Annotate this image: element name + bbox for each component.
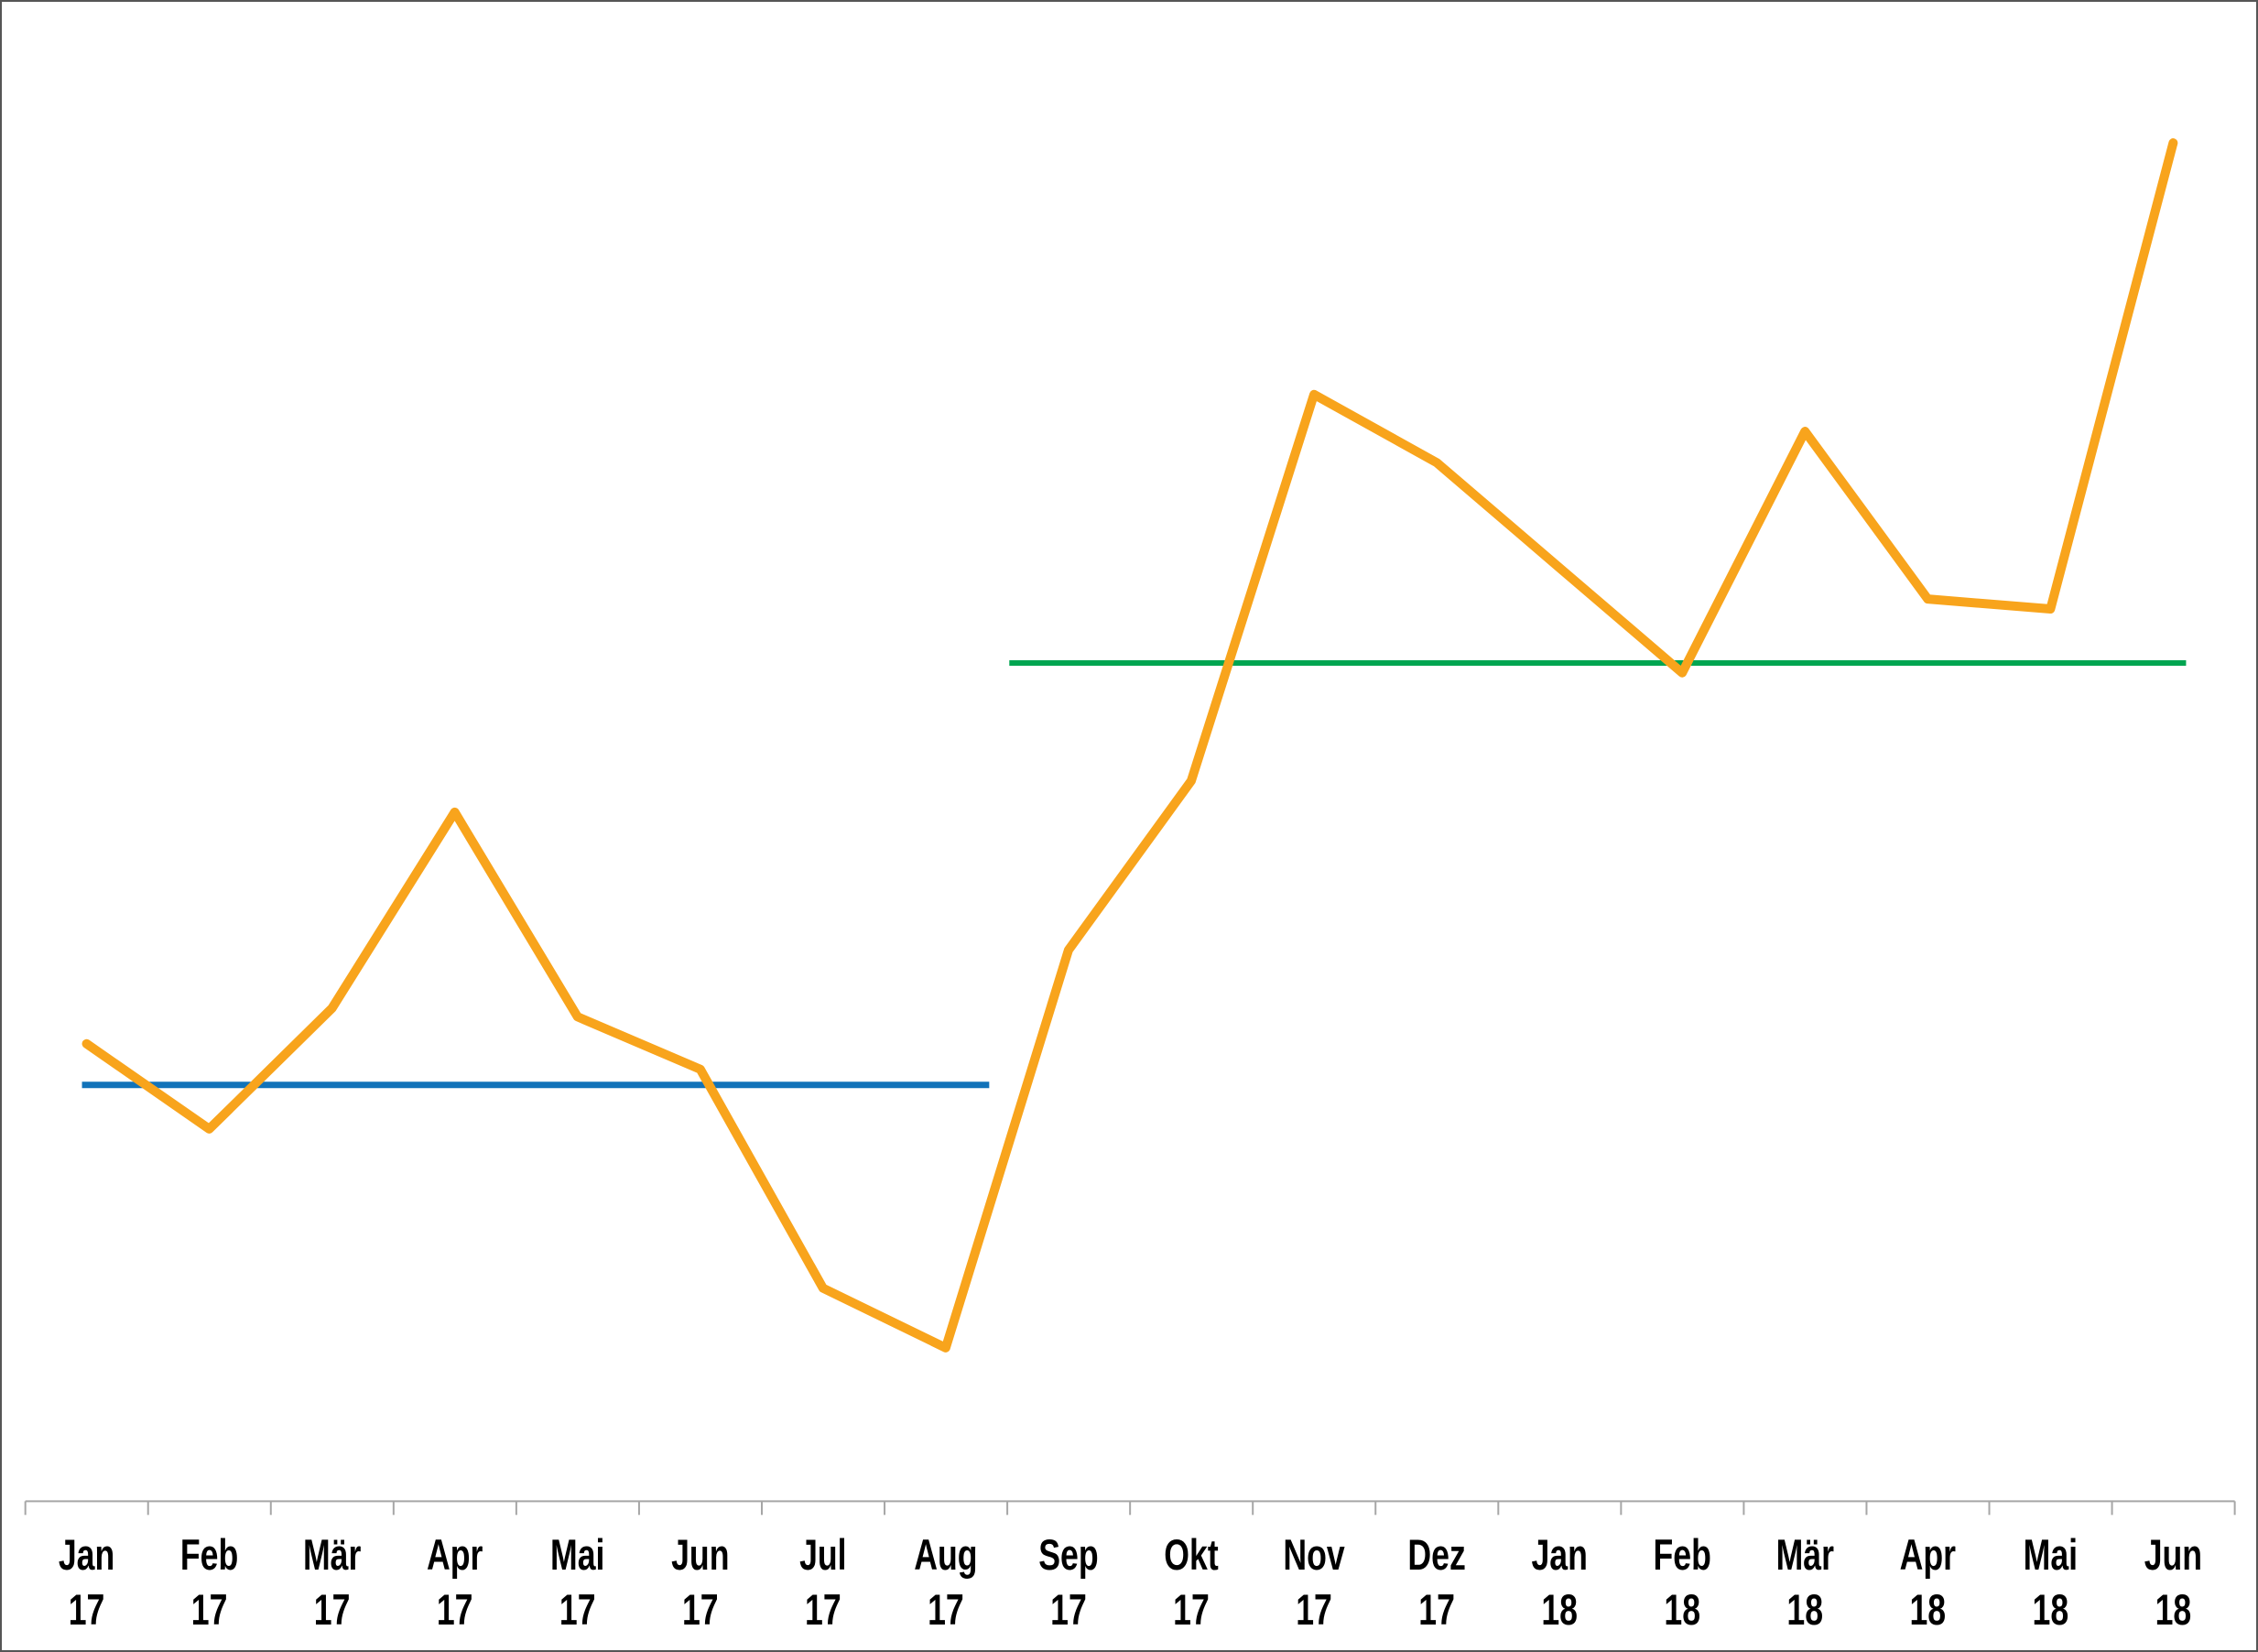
x-axis-label-year: 17 (805, 1585, 841, 1634)
x-axis-label-month: Nov (1283, 1530, 1344, 1579)
x-axis-label-month: Okt (1164, 1530, 1219, 1579)
x-axis-label-month: Mär (1776, 1530, 1834, 1579)
x-axis-label-month: Mär (303, 1530, 361, 1579)
x-axis-label-year: 18 (1786, 1585, 1823, 1634)
x-axis-label-year: 17 (1173, 1585, 1210, 1634)
x-axis-label-year: 17 (559, 1585, 596, 1634)
x-axis-label-year: 17 (1296, 1585, 1332, 1634)
x-axis-label-year: 17 (191, 1585, 228, 1634)
x-axis-label-month: Jun (2144, 1530, 2202, 1579)
x-axis-label-month: Dez (1407, 1530, 1465, 1579)
x-axis-label-year: 18 (1664, 1585, 1700, 1634)
x-axis-label-month: Apr (1900, 1530, 1956, 1579)
x-axis-label-month: Jan (1531, 1530, 1587, 1579)
x-axis-label-month: Aug (914, 1530, 977, 1579)
x-axis-label-year: 18 (1541, 1585, 1578, 1634)
x-axis-label-month: Feb (1654, 1530, 1711, 1579)
x-axis-label-month: Feb (180, 1530, 238, 1579)
x-axis-label-year: 17 (1050, 1585, 1087, 1634)
x-axis-label-month: Mai (2024, 1530, 2078, 1579)
x-axis-label-month: Jun (671, 1530, 729, 1579)
x-axis-label-year: 18 (1909, 1585, 1946, 1634)
x-axis-label-year: 18 (2033, 1585, 2069, 1634)
x-axis-label-year: 17 (682, 1585, 719, 1634)
series-line-monthly-value (81, 138, 2178, 1353)
x-axis-label-month: Apr (427, 1530, 483, 1579)
x-axis-label-year: 18 (2155, 1585, 2192, 1634)
x-axis-label-year: 17 (437, 1585, 473, 1634)
x-axis-label-year: 17 (69, 1585, 105, 1634)
x-axis-label-year: 17 (928, 1585, 964, 1634)
x-axis-label-month: Sep (1038, 1530, 1098, 1579)
x-axis-label-year: 17 (1418, 1585, 1455, 1634)
x-axis-label-month: Jul (799, 1530, 846, 1579)
x-axis-label-month: Jan (59, 1530, 114, 1579)
x-axis-label-year: 17 (314, 1585, 351, 1634)
x-axis-label-month: Mai (550, 1530, 604, 1579)
